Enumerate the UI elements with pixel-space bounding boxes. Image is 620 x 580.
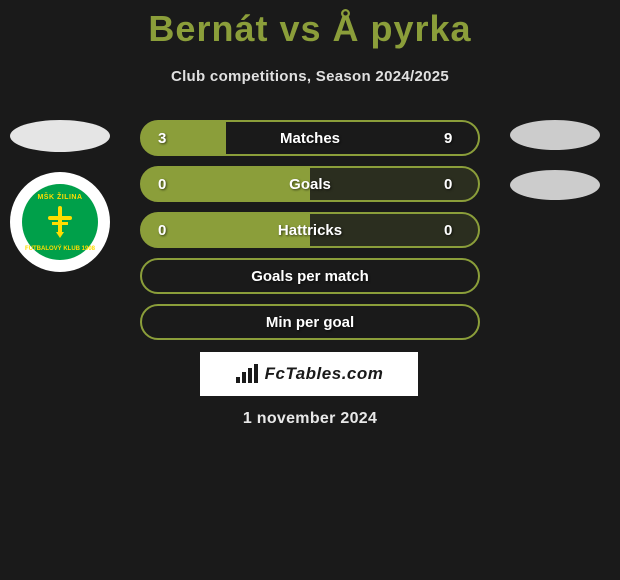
stat-row-min-per-goal: Min per goal: [140, 304, 480, 340]
stat-label: Matches: [280, 130, 340, 147]
left-club-badge: MŠK ŽILINA FUTBALOVÝ KLUB 1908: [10, 172, 110, 272]
stat-left-value: 3: [158, 130, 176, 147]
stat-label: Hattricks: [278, 222, 342, 239]
stat-row-goals: 0 Goals 0: [140, 166, 480, 202]
stat-label: Min per goal: [266, 314, 354, 331]
right-player-avatar: [510, 120, 600, 150]
stats-area: 3 Matches 9 0 Goals 0 0 Hattricks 0 Goal…: [140, 120, 480, 340]
stat-left-value: 0: [158, 176, 176, 193]
right-club-avatar: [510, 170, 600, 200]
stat-row-goals-per-match: Goals per match: [140, 258, 480, 294]
date-footer: 1 november 2024: [243, 410, 377, 428]
club-year-bottom: FUTBALOVÝ KLUB 1908: [25, 246, 95, 252]
page-title: Bernát vs Å pyrka: [0, 0, 620, 50]
stat-row-matches: 3 Matches 9: [140, 120, 480, 156]
fctables-label: FcTables.com: [265, 364, 384, 384]
subtitle: Club competitions, Season 2024/2025: [0, 68, 620, 85]
fctables-watermark[interactable]: FcTables.com: [200, 352, 418, 396]
fctables-bars-icon: [235, 364, 259, 384]
stat-label: Goals per match: [251, 268, 369, 285]
left-player-avatar: [10, 120, 110, 152]
left-team-column: MŠK ŽILINA FUTBALOVÝ KLUB 1908: [10, 120, 110, 272]
club-cross-icon: [46, 204, 74, 240]
club-name-top: MŠK ŽILINA: [37, 194, 82, 201]
stat-right-value: 0: [444, 222, 462, 239]
stat-label: Goals: [289, 176, 331, 193]
stat-right-value: 9: [444, 130, 462, 147]
right-team-column: [510, 120, 600, 200]
stat-right-value: 0: [444, 176, 462, 193]
left-club-badge-inner: MŠK ŽILINA FUTBALOVÝ KLUB 1908: [22, 184, 98, 260]
stat-row-hattricks: 0 Hattricks 0: [140, 212, 480, 248]
stat-left-value: 0: [158, 222, 176, 239]
